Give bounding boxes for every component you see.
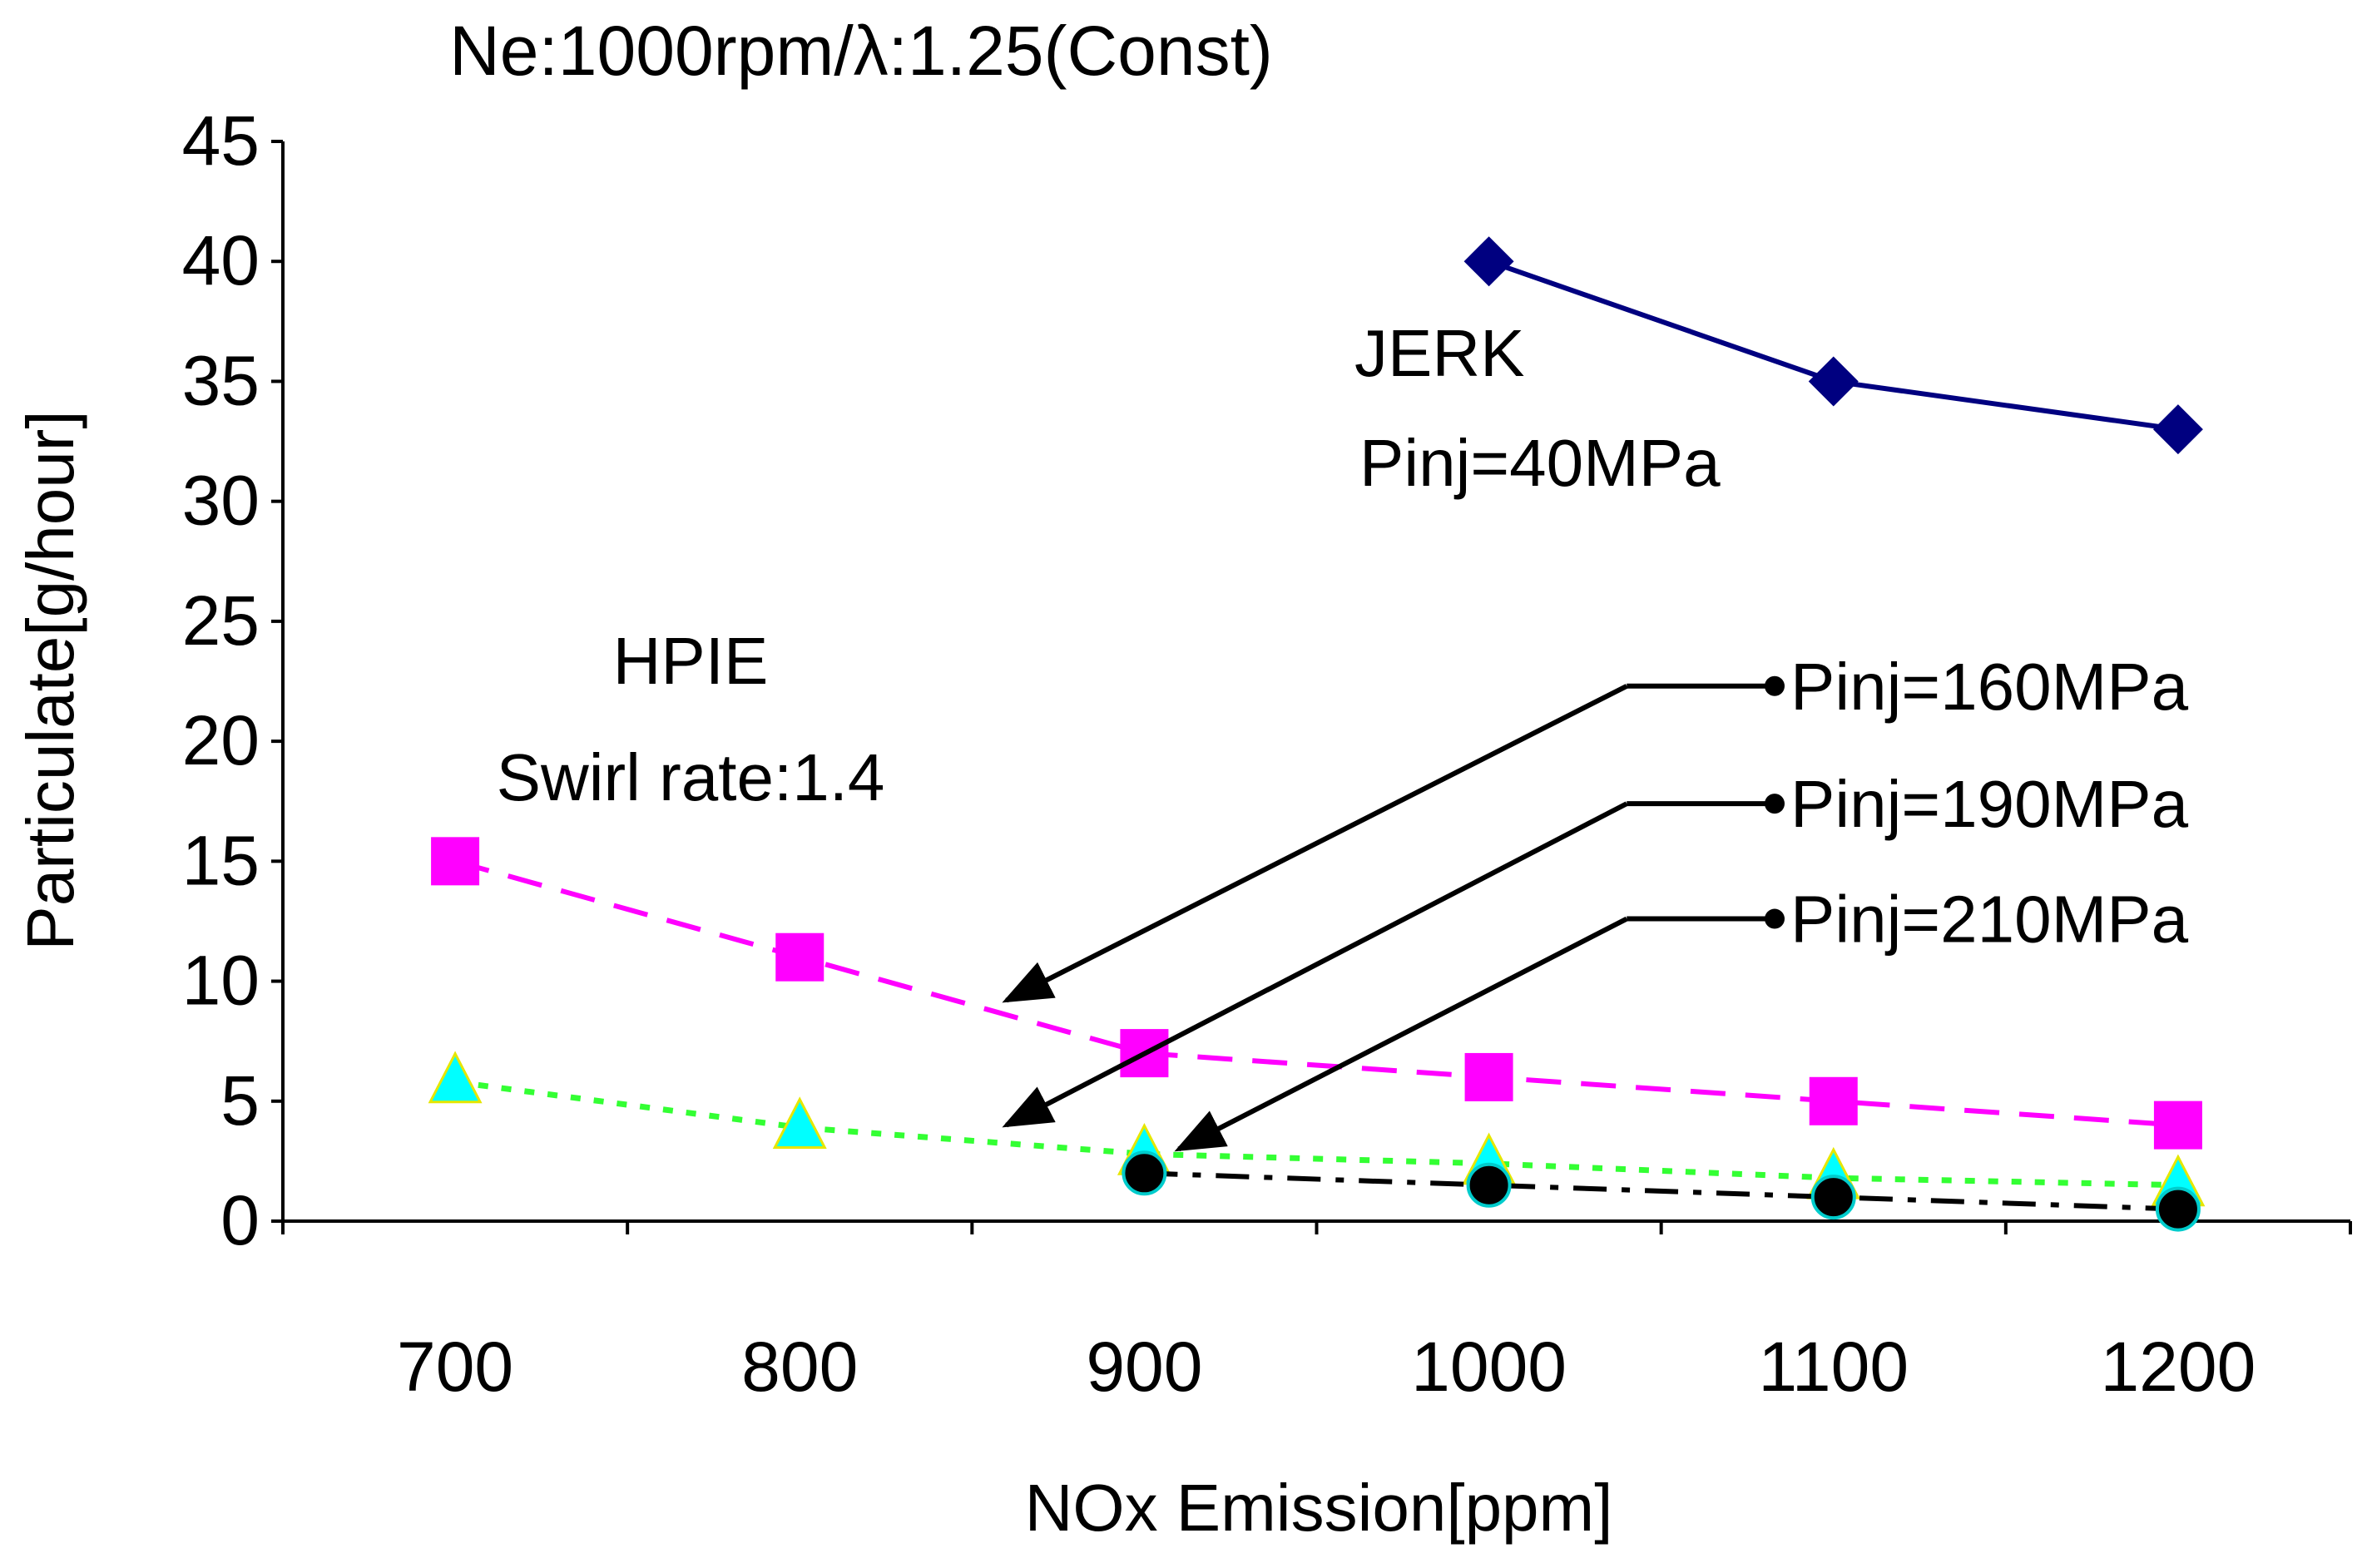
y-tick-label: 35 xyxy=(182,341,260,419)
swirl-rate-label: Swirl rate:1.4 xyxy=(497,740,885,814)
callout-label: Pinj=190MPa xyxy=(1790,767,2189,841)
callout-arrow xyxy=(1174,916,1628,1152)
data-point-square xyxy=(1809,1076,1858,1125)
y-tick-label: 25 xyxy=(182,581,260,660)
callout-dot xyxy=(1765,794,1785,814)
callout-label: Pinj=160MPa xyxy=(1790,650,2189,724)
y-tick-label: 15 xyxy=(182,821,260,899)
callout-arrow xyxy=(1002,684,1628,1003)
y-ticks: 0 5 10 15 20 25 30 35 40 45 xyxy=(182,101,283,1259)
y-tick-label: 40 xyxy=(182,221,260,299)
series-2 xyxy=(431,837,2202,1150)
x-tick-label: 1100 xyxy=(1758,1328,1909,1406)
y-tick-label: 45 xyxy=(182,101,260,180)
x-ticks: 700 800 900 1000 1100 1200 xyxy=(281,1221,2352,1406)
x-tick-label: 1200 xyxy=(2100,1328,2256,1406)
data-point-circle xyxy=(1810,1175,1856,1220)
series-line xyxy=(454,1079,2178,1189)
x-tick-label: 700 xyxy=(397,1328,513,1406)
data-point-triangle xyxy=(428,1051,483,1104)
data-point-square xyxy=(775,932,824,982)
data-point-circle xyxy=(1466,1162,1512,1208)
series-line xyxy=(1144,1170,2179,1212)
data-point-diamond xyxy=(1463,236,1514,287)
x-tick-label: 1000 xyxy=(1411,1328,1567,1406)
y-tick-label: 5 xyxy=(220,1061,260,1140)
jerk-pressure-label: Pinj=40MPa xyxy=(1359,426,1721,500)
jerk-label: JERK xyxy=(1354,316,1525,390)
series-4 xyxy=(1122,1150,2201,1232)
y-tick-label: 0 xyxy=(220,1181,260,1259)
callout-4: Pinj=210MPa xyxy=(1174,883,2189,1152)
data-point-square xyxy=(2153,1101,2202,1150)
x-tick-label: 900 xyxy=(1086,1328,1202,1406)
data-point-diamond xyxy=(2152,404,2203,455)
y-axis-label: Particulate[g/hour] xyxy=(13,410,87,950)
callout-dot xyxy=(1765,908,1785,929)
series-1 xyxy=(1463,236,2203,455)
jerk-annotation: JERK Pinj=40MPa xyxy=(1354,316,1721,500)
chart-title: Ne:1000rpm/λ:1.25(Const) xyxy=(449,12,1273,90)
data-point-square xyxy=(431,837,480,886)
data-point-circle xyxy=(1122,1150,1167,1196)
callout-dot xyxy=(1765,675,1785,696)
data-point-square xyxy=(1464,1052,1513,1101)
hpie-label: HPIE xyxy=(613,624,769,698)
y-tick-label: 30 xyxy=(182,462,260,540)
callout-layer: Pinj=160MPa Pinj=190MPa Pinj=210MPa xyxy=(1002,650,2189,1152)
y-tick-label: 20 xyxy=(182,701,260,779)
data-point-triangle xyxy=(772,1096,827,1150)
series-line xyxy=(454,858,2179,1128)
x-tick-label: 800 xyxy=(741,1328,858,1406)
callout-arrow xyxy=(1002,801,1628,1128)
callout-3: Pinj=190MPa xyxy=(1002,767,2189,1128)
callout-2: Pinj=160MPa xyxy=(1002,650,2189,1003)
y-tick-label: 10 xyxy=(182,942,260,1020)
x-axis-label: NOx Emission[ppm] xyxy=(1025,1471,1613,1545)
data-point-diamond xyxy=(1808,356,1859,407)
data-point-circle xyxy=(2155,1186,2201,1232)
hpie-annotation: HPIE Swirl rate:1.4 xyxy=(497,624,885,814)
series-layer xyxy=(428,236,2206,1232)
callout-label: Pinj=210MPa xyxy=(1790,883,2189,957)
